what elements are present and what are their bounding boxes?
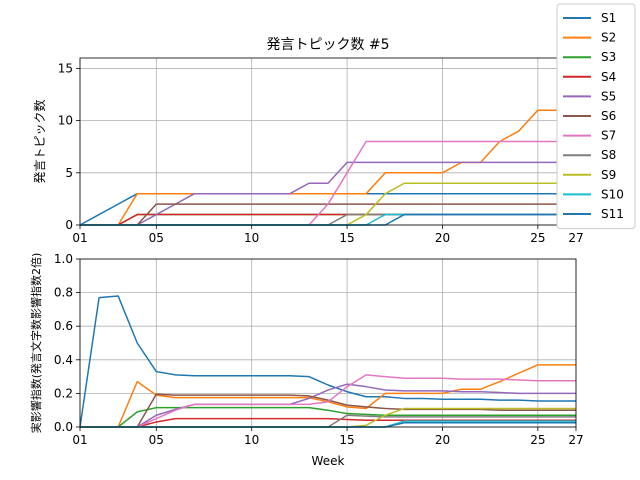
y-axis-label: 実影響指数(発言文字数影響指数2倍)	[29, 253, 43, 434]
axes-frame	[79, 258, 577, 428]
legend: S1 S2 S3 S4 S5 S6 S7 S8 S9 S10 S11	[556, 3, 636, 230]
x-tick-label: 01	[72, 433, 87, 447]
legend-label: S10	[601, 187, 624, 201]
x-tick-label: 27	[568, 433, 583, 447]
legend-label: S9	[601, 168, 616, 182]
x-tick-label: 10	[244, 433, 259, 447]
y-tick-label: 1.0	[54, 252, 73, 266]
y-axis-label: 発言トピック数	[32, 99, 47, 183]
y-tick-label: 0.2	[54, 386, 73, 400]
legend-box	[556, 3, 636, 230]
x-axis-label: Week	[312, 454, 345, 468]
legend-label: S6	[601, 109, 616, 123]
series-line-s5	[80, 383, 576, 428]
series-line-s9	[80, 407, 576, 428]
series-line-s11	[80, 422, 576, 428]
y-tick-label: 0.0	[54, 420, 73, 434]
x-tick-label: 01	[72, 231, 87, 245]
series-line-s2	[80, 109, 576, 226]
legend-label: S2	[601, 31, 616, 45]
legend-label: S1	[601, 11, 616, 25]
legend-label: S4	[601, 70, 616, 84]
legend-label: S5	[601, 89, 616, 103]
x-tick-label: 27	[568, 231, 583, 245]
y-tick-label: 0.8	[54, 286, 73, 300]
y-tick-label: 5	[65, 166, 73, 180]
y-tick-label: 15	[58, 61, 73, 75]
y-tick-label: 0.6	[54, 319, 73, 333]
series-line-s5	[80, 161, 576, 226]
x-tick-label: 05	[149, 433, 164, 447]
series-line-s1	[79, 192, 576, 226]
x-tick-label: 25	[530, 433, 545, 447]
legend-label: S3	[601, 50, 616, 64]
x-tick-label: 10	[244, 231, 259, 245]
x-tick-label: 20	[435, 433, 450, 447]
y-tick-label: 10	[58, 114, 73, 128]
series-line-s6	[80, 393, 576, 428]
series-line-s1	[79, 295, 576, 428]
influence-index-plot: 01 05 10 15 20 25 27 0.0 0.2 0.4 0.6 0.8 1.0 実影響指数(発言…	[29, 252, 584, 447]
legend-label: S7	[601, 129, 616, 143]
series-line-s4	[80, 417, 576, 428]
x-tick-label: 15	[339, 433, 354, 447]
x-tick-label: 05	[149, 231, 164, 245]
y-tick-label: 0.4	[54, 353, 73, 367]
x-tick-label: 20	[435, 231, 450, 245]
y-tick-label: 0	[65, 218, 73, 232]
series-line-s3	[80, 406, 576, 428]
x-tick-label: 15	[339, 231, 354, 245]
legend-label: S11	[601, 207, 624, 221]
chart-title: 発言トピック数 #5	[266, 37, 389, 53]
x-tick-label: 25	[530, 231, 545, 245]
legend-label: S8	[601, 148, 616, 162]
series-line-s7	[80, 374, 576, 428]
series-line-s2	[80, 364, 576, 428]
